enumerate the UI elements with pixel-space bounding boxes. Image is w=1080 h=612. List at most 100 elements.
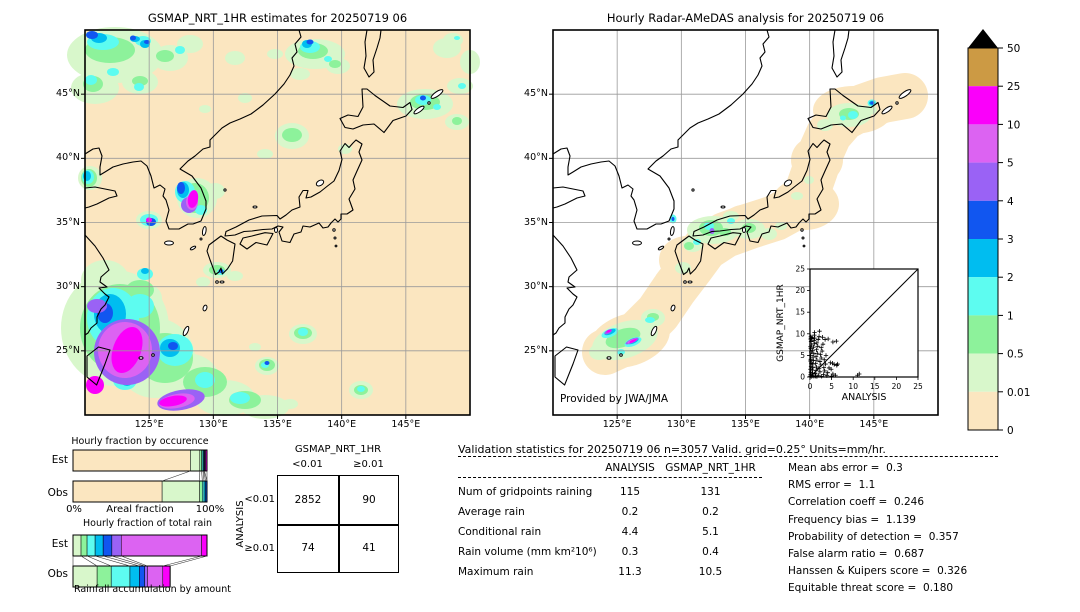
inset-y-tick: 0	[800, 373, 805, 382]
overflow-triangle	[968, 29, 998, 48]
stat-line: False alarm ratio = 0.687	[788, 548, 925, 560]
lat-tick-label: 25°N	[56, 344, 80, 356]
precipitation-blobs	[61, 27, 480, 419]
lon-tick-label: 140°E	[795, 419, 825, 430]
colorbar-label: 4	[1007, 196, 1014, 208]
gsmap-precipitation-map	[61, 27, 480, 419]
colorbar-label: 2	[1007, 272, 1014, 284]
contingency-col-label-ge: ≥0.01	[353, 459, 384, 470]
contingency-cell-01: 90	[362, 494, 376, 506]
colorbar-label: 0	[1007, 425, 1014, 437]
occurrence-stacked-bars	[72, 449, 208, 503]
lon-tick-label: 140°E	[327, 419, 357, 430]
inset-x-tick: 0	[808, 382, 813, 391]
inset-x-tick: 25	[913, 382, 923, 391]
occurrence-xaxis-label: Areal fraction	[106, 504, 174, 515]
stat-line: Hanssen & Kuipers score = 0.326	[788, 565, 968, 578]
lat-tick-label: 45°N	[524, 88, 548, 100]
lon-tick-label: 145°E	[391, 419, 421, 430]
divider-dashed-cols	[458, 477, 762, 478]
totalrain-obs-label: Obs	[47, 568, 68, 580]
inset-y-tick: 5	[800, 351, 805, 360]
totalrain-chart-title: Hourly fraction of total rain	[83, 518, 212, 529]
one-to-one-line	[809, 268, 919, 378]
left-map-title: GSMAP_NRT_1HR estimates for 20250719 06	[147, 11, 408, 25]
inset-x-tick: 5	[829, 382, 834, 391]
gsmap-value: 5.1	[702, 526, 719, 538]
map-frame	[84, 29, 471, 416]
metric-label: Conditional rain	[458, 526, 542, 538]
scatter-points	[808, 329, 862, 379]
contingency-row-label-lt: <0.01	[244, 494, 275, 505]
stat-line: RMS error = 1.1	[788, 479, 876, 492]
stat-line: Equitable threat score = 0.180	[788, 582, 954, 595]
totalrain-caption: Rainfall accumulation by amount	[74, 584, 231, 595]
lat-tick-label: 40°N	[524, 152, 548, 164]
colorbar-label: 0.5	[1007, 349, 1024, 361]
analysis-value: 0.3	[621, 546, 639, 558]
totalrain-est-label: Est	[51, 538, 68, 550]
contingency-row-axis: ANALYSIS	[235, 500, 246, 548]
inset-x-tick: 10	[848, 382, 858, 391]
lon-tick-label: 125°E	[134, 419, 164, 430]
lat-tick-label: 45°N	[56, 88, 80, 100]
gsmap-value: 0.2	[702, 506, 719, 518]
colorbar-label: 50	[1007, 43, 1020, 55]
metric-label: Rain volume (mm km²10⁶)	[458, 546, 597, 558]
segment-connectors	[162, 470, 208, 482]
divider-dashed-top	[458, 456, 998, 457]
right-map-title: Hourly Radar-AMeDAS analysis for 2025071…	[606, 11, 885, 25]
occurrence-x1-label: 100%	[195, 504, 225, 515]
coastlines	[84, 29, 444, 386]
stat-line: Probability of detection = 0.357	[788, 530, 959, 543]
lat-tick-label: 30°N	[56, 280, 80, 292]
grid-lines	[85, 30, 470, 415]
occurrence-x0-label: 0%	[66, 504, 82, 515]
radar-amedas-precipitation-map	[549, 29, 939, 419]
lat-tick-label: 35°N	[524, 216, 548, 228]
totalrain-stacked-bars	[72, 534, 208, 588]
inset-ylabel: GSMAP_NRT_1HR	[776, 284, 786, 362]
analysis-value: 115	[619, 486, 641, 498]
colorbar: 50 25 10 5 4 3 2 1 0.5 0.01 0	[967, 29, 1030, 437]
lon-tick-label: 145°E	[859, 419, 889, 430]
lon-tick-label: 130°E	[198, 419, 228, 430]
provided-by-label: Provided by JWA/JMA	[560, 393, 669, 405]
colorbar-label: 0.01	[1007, 387, 1030, 399]
metric-label: Maximum rain	[458, 566, 534, 578]
lat-tick-label: 30°N	[524, 280, 548, 292]
gsmap-value: 131	[700, 486, 721, 498]
lat-tick-label: 25°N	[524, 344, 548, 356]
validation-col-analysis: ANALYSIS	[605, 462, 655, 474]
metric-label: Num of gridpoints raining	[458, 486, 593, 498]
contingency-cell-10: 74	[301, 542, 315, 554]
gsmap-value: 0.4	[702, 546, 719, 558]
stat-line: Mean abs error = 0.3	[788, 462, 903, 474]
inset-y-tick: 25	[795, 265, 805, 274]
analysis-value: 0.2	[621, 506, 639, 518]
stat-line: Correlation coeff = 0.246	[788, 496, 924, 509]
contingency-header: GSMAP_NRT_1HR	[294, 444, 382, 455]
lon-tick-label: 135°E	[263, 419, 292, 430]
analysis-value: 4.4	[621, 526, 639, 538]
inset-x-tick: 20	[892, 382, 902, 391]
contingency-cell-11: 41	[362, 542, 376, 554]
segment-connectors	[72, 555, 208, 567]
occurrence-chart-title: Hourly fraction by occurence	[71, 436, 209, 447]
lat-tick-label: 40°N	[56, 152, 80, 164]
contingency-row-label-ge: ≥0.01	[244, 543, 275, 554]
colorbar-label: 1	[1007, 310, 1014, 322]
stat-line: Frequency bias = 1.139	[788, 513, 916, 526]
colorbar-label: 25	[1007, 81, 1020, 93]
validation-title: Validation statistics for 20250719 06 n=…	[458, 443, 886, 456]
lat-tick-label: 35°N	[56, 216, 80, 228]
occurrence-obs-label: Obs	[47, 487, 68, 499]
occurrence-est-label: Est	[51, 454, 68, 466]
contingency-col-label-lt: <0.01	[292, 459, 323, 470]
metric-label: Average rain	[458, 506, 525, 518]
inset-y-tick: 10	[795, 329, 805, 338]
inset-xlabel: ANALYSIS	[842, 392, 887, 403]
coastlines	[552, 29, 912, 386]
gsmap-value: 10.5	[698, 566, 723, 578]
validation-col-gsmap: GSMAP_NRT_1HR	[665, 462, 756, 474]
